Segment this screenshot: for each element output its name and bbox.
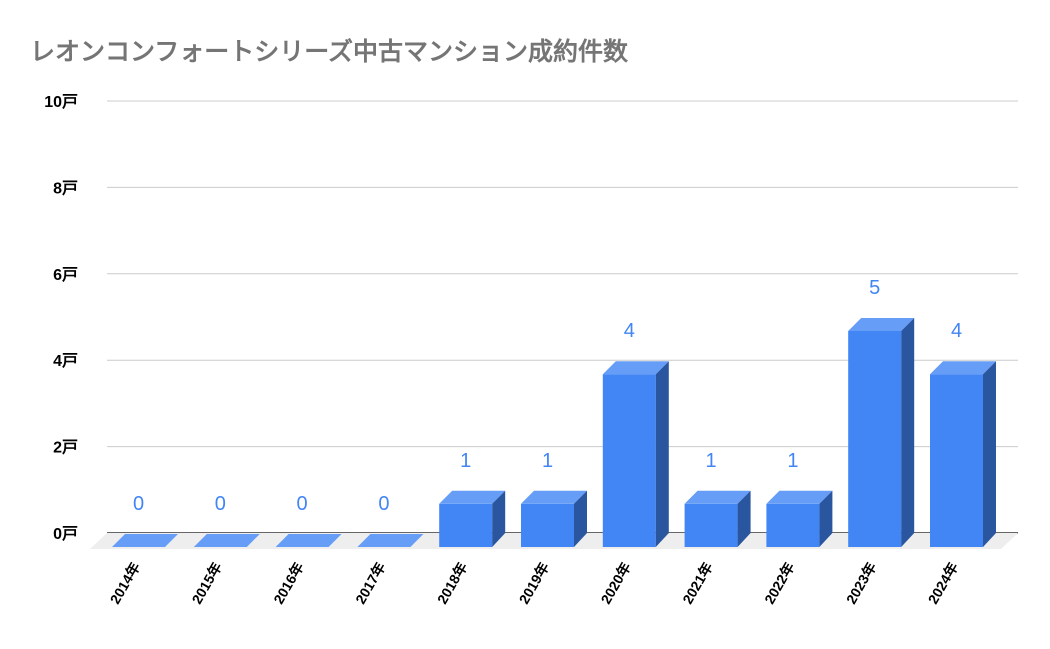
data-label: 1 xyxy=(787,450,798,472)
data-labels: 0 0 0 0 1 1 4 1 1 5 4 xyxy=(133,277,962,515)
x-tick-label: 2020年 xyxy=(597,560,633,607)
bars xyxy=(112,318,996,547)
bar-2020年 xyxy=(602,361,669,547)
x-tick-label: 2015年 xyxy=(188,560,224,607)
x-tick-label: 2024年 xyxy=(925,560,961,607)
data-label: 5 xyxy=(869,277,880,299)
data-label: 4 xyxy=(624,320,635,342)
x-tick-label: 2021年 xyxy=(679,560,715,607)
y-axis-labels: 0戸 2戸 4戸 6戸 8戸 10戸 xyxy=(44,93,78,543)
y-tick-label: 8戸 xyxy=(53,179,78,197)
bar-2023年 xyxy=(848,318,915,547)
x-tick-label: 2014年 xyxy=(107,560,143,607)
bar-2017年 xyxy=(357,534,424,547)
data-label: 4 xyxy=(951,320,962,342)
bar-2024年 xyxy=(930,361,996,547)
bar-2014年 xyxy=(112,534,178,547)
data-label: 0 xyxy=(297,493,308,515)
bar-2021年 xyxy=(684,490,751,547)
x-tick-label: 2018年 xyxy=(434,560,470,607)
bar-2018年 xyxy=(439,490,506,547)
bar-2015年 xyxy=(193,534,260,547)
y-tick-label: 0戸 xyxy=(53,525,78,543)
data-label: 0 xyxy=(378,493,389,515)
x-tick-label: 2017年 xyxy=(352,560,388,607)
bar-2016年 xyxy=(275,534,342,547)
y-tick-label: 4戸 xyxy=(53,352,78,370)
data-label: 1 xyxy=(542,450,553,472)
x-tick-label: 2023年 xyxy=(843,560,879,607)
data-label: 0 xyxy=(215,493,226,515)
y-tick-label: 2戸 xyxy=(53,439,78,457)
x-tick-label: 2019年 xyxy=(516,560,552,607)
data-label: 0 xyxy=(133,493,144,515)
y-tick-label: 6戸 xyxy=(53,266,78,284)
y-tick-label: 10戸 xyxy=(44,93,78,111)
data-label: 1 xyxy=(706,450,717,472)
x-tick-label: 2022年 xyxy=(761,560,797,607)
bar-2019年 xyxy=(521,490,587,547)
x-tick-label: 2016年 xyxy=(270,560,306,607)
chart-title: レオンコンフォートシリーズ中古マンション成約件数 xyxy=(30,37,629,66)
data-label: 1 xyxy=(460,450,471,472)
bar-2022年 xyxy=(766,490,833,547)
x-axis-labels: 2014年 2015年 2016年 2017年 2018年 2019年 2020年 2021年… xyxy=(107,560,961,607)
